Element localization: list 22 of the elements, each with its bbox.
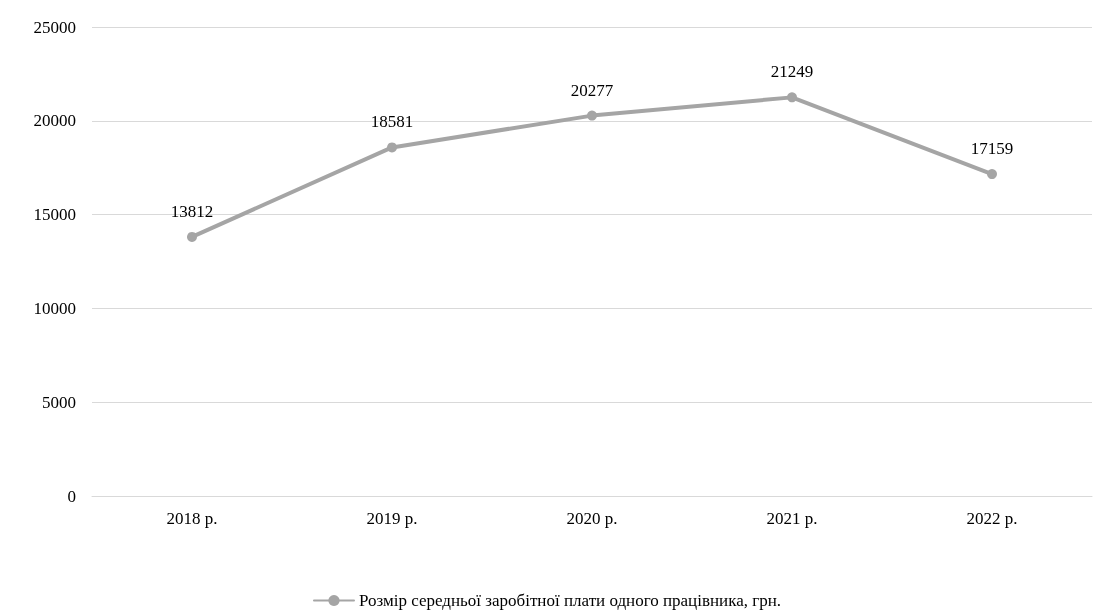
y-tick-label: 10000 — [33, 298, 76, 318]
data-label: 21249 — [770, 62, 814, 82]
point — [187, 231, 197, 242]
y-tick-label: 15000 — [33, 205, 76, 225]
point — [787, 92, 797, 103]
point — [587, 110, 597, 121]
x-tick-label: 2018 р. — [166, 509, 218, 528]
y-tick-label: 20000 — [33, 111, 76, 131]
x-tick-label: 2020 р. — [566, 509, 618, 528]
x-tick-label: 2019 р. — [366, 509, 418, 528]
y-tick-label: 0 — [67, 486, 76, 506]
point — [987, 169, 997, 180]
x-tick-label: 2021 р. — [766, 509, 818, 528]
point — [387, 142, 397, 153]
y-tick-label: 25000 — [33, 17, 76, 37]
data-label: 18581 — [370, 112, 414, 132]
legend-label: Розмір середньої заробітної плати одного працівника, грн. — [358, 591, 782, 610]
y-tick-label: 5000 — [42, 392, 76, 412]
data-label: 17159 — [970, 139, 1014, 159]
data-label: 20277 — [570, 80, 614, 100]
data-label: 13812 — [170, 201, 214, 221]
x-tick-label: 2022 р. — [966, 509, 1018, 528]
